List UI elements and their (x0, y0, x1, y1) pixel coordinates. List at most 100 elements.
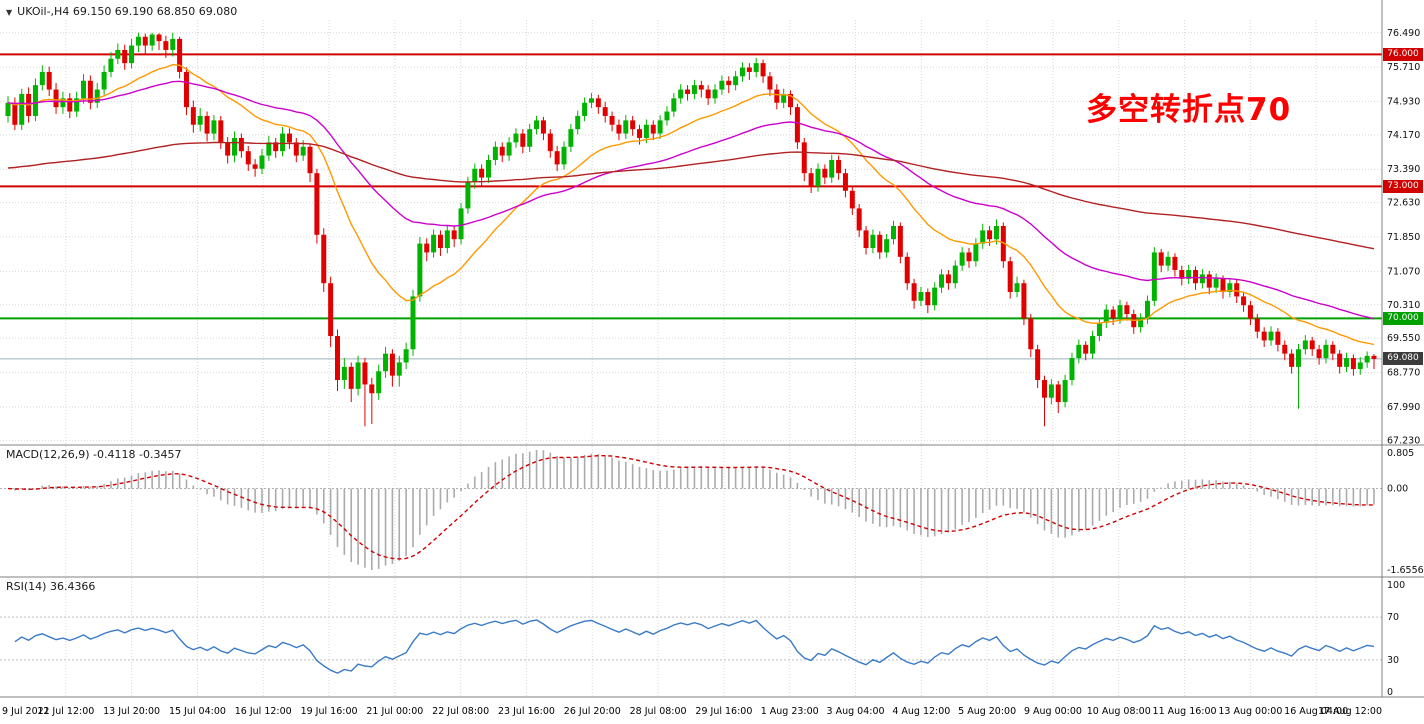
candle (527, 129, 533, 147)
candle (1227, 283, 1233, 293)
rsi-axis-label: 0 (1387, 687, 1393, 698)
candle (637, 129, 643, 138)
price-axis-label: 71.850 (1387, 232, 1420, 243)
candle (383, 353, 389, 372)
candle (259, 155, 265, 169)
candle (1268, 331, 1274, 341)
candle (863, 230, 869, 249)
candle (479, 168, 485, 178)
candle (767, 76, 773, 90)
candle (1007, 261, 1013, 293)
candle (245, 151, 251, 165)
candle (32, 85, 38, 116)
candle (1158, 252, 1164, 266)
time-axis-label: 4 Aug 12:00 (892, 706, 950, 717)
candle (993, 225, 999, 240)
candle (1302, 340, 1308, 350)
candle (609, 115, 615, 125)
candle (1330, 344, 1336, 354)
candle (1309, 340, 1315, 350)
candle (1103, 309, 1109, 323)
candle (369, 384, 375, 394)
price-tag: 76.000 (1383, 47, 1423, 61)
candle (1096, 322, 1102, 337)
macd-indicator-label: MACD(12,26,9) -0.4118 -0.3457 (6, 448, 182, 461)
candle (218, 120, 224, 143)
candle (911, 283, 917, 301)
candle (149, 34, 155, 46)
candle (1220, 278, 1226, 293)
candle (1323, 344, 1329, 359)
time-axis-label: 5 Aug 20:00 (958, 706, 1016, 717)
candle (1144, 300, 1150, 319)
candle (472, 168, 478, 182)
candle (1000, 225, 1006, 262)
candle (1083, 344, 1089, 354)
candle (1179, 270, 1185, 279)
candle (801, 142, 807, 174)
rsi-axis-label: 100 (1387, 580, 1405, 591)
candle (884, 239, 890, 253)
candle (904, 256, 910, 284)
candle (1028, 318, 1034, 350)
candle (890, 225, 896, 240)
panel-separators[interactable] (0, 0, 1424, 698)
candle (389, 353, 395, 376)
candle (396, 362, 402, 376)
candle (726, 80, 732, 86)
candle (122, 49, 128, 64)
candle (1241, 296, 1247, 306)
candle (945, 274, 951, 284)
chart-symbol-title: ▼ UKOil-,H4 69.150 69.190 68.850 69.080 (6, 5, 237, 18)
candle (781, 93, 787, 103)
price-tag: 69.080 (1383, 352, 1423, 366)
candle (623, 120, 629, 134)
candle (1282, 344, 1288, 354)
candle (836, 159, 842, 174)
candle (760, 63, 766, 77)
time-axis-label: 13 Aug 00:00 (1218, 706, 1282, 717)
candle (314, 173, 320, 235)
candle (1193, 270, 1199, 284)
candle (554, 151, 560, 165)
candle (204, 115, 210, 134)
candle (534, 120, 540, 130)
time-axis-label: 9 Jul 2021 (2, 706, 50, 717)
candle (808, 173, 814, 187)
symbol-expand-icon[interactable]: ▼ (6, 8, 13, 17)
candle (1021, 283, 1027, 319)
candle (19, 93, 25, 125)
candle (300, 146, 306, 156)
time-axis-label: 16 Aug 04:00 (1284, 706, 1348, 717)
candle (664, 111, 670, 121)
horizontal-price-lines[interactable] (0, 53, 1382, 360)
candle (1172, 256, 1178, 271)
candles-series[interactable] (5, 32, 1377, 427)
candle (1117, 305, 1123, 319)
candle (739, 67, 745, 77)
candle (973, 243, 979, 262)
candle (1261, 331, 1267, 341)
candle (561, 146, 567, 165)
price-axis-label: 67.990 (1387, 402, 1420, 413)
candle (81, 80, 87, 99)
candle (355, 362, 361, 389)
candle (238, 137, 244, 152)
ma-fast-line (7, 63, 1375, 346)
price-tag: 70.000 (1383, 311, 1423, 325)
candle (540, 120, 546, 134)
candle (939, 274, 945, 288)
candle (67, 98, 73, 112)
candle (630, 120, 636, 130)
candle (177, 38, 183, 72)
candle (424, 243, 430, 253)
time-axis-label: 9 Aug 00:00 (1024, 706, 1082, 717)
candle (602, 107, 608, 116)
candle (307, 146, 313, 174)
candle (1254, 318, 1260, 332)
price-axis[interactable]: 76.490 75.710 74.930 74.170 73.390 72.630 71.8… (1387, 28, 1424, 698)
candle (499, 146, 505, 156)
candle (849, 190, 855, 209)
